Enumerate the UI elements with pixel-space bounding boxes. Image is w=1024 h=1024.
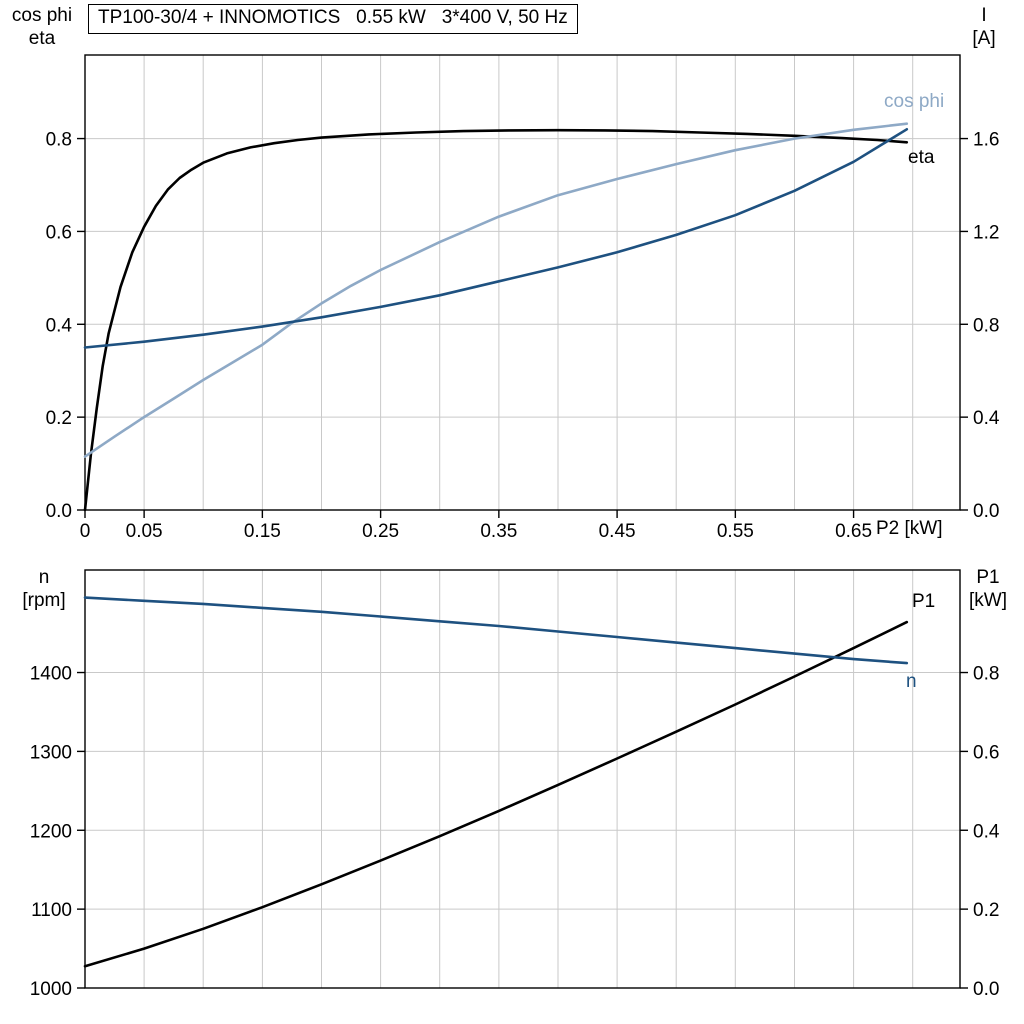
x-axis-tick-label: 0.35 (480, 521, 517, 542)
top-left-axis-title: cos phi eta (1, 4, 83, 50)
left-axis-tick-label: 1300 (30, 742, 72, 763)
curve-label-n: n (906, 671, 917, 692)
left-axis-tick-label: 1200 (30, 821, 72, 842)
left-axis-title-cosphi: cos phi (11, 5, 73, 26)
right-axis-tick-label: 1.2 (973, 222, 999, 243)
left-axis-tick-label: 0.8 (46, 130, 72, 151)
right-axis-title-p1: P1 (976, 567, 1000, 588)
left-axis-title-speed: n (38, 567, 50, 588)
curve-cos-phi (83, 122, 909, 458)
x-axis-tick-label: 0.25 (362, 521, 399, 542)
x-axis-tick-label: 0.05 (126, 521, 163, 542)
chart-title: TP100-30/4 + INNOMOTICS 0.55 kW 3*400 V,… (88, 4, 578, 34)
curve-I (83, 128, 909, 349)
right-axis-tick-label: 0.6 (973, 742, 999, 763)
curve-label-eta: eta (908, 147, 935, 168)
x-axis-tick-label: 0 (80, 521, 91, 542)
right-axis-tick-label: 0.0 (973, 979, 999, 1000)
right-axis-tick-label: 0.8 (973, 315, 999, 336)
plot-border (84, 569, 961, 989)
left-axis-title-eta: eta (28, 28, 56, 49)
chart-plot-1: 1000 1100 1200 1300 1400 0.0 0.2 0.4 0.6 0.8 (30, 569, 1000, 1000)
right-axis-tick-label: 1.6 (973, 130, 999, 151)
x-axis-tick-label: 0.45 (599, 521, 636, 542)
left-axis-tick-label: 0.2 (46, 408, 72, 429)
right-axis-title-p1-unit: [kW] (969, 590, 1007, 611)
left-axis-tick-label: 0.4 (46, 315, 73, 336)
right-axis-tick-label: 0.8 (973, 664, 999, 685)
curve-P1 (83, 620, 909, 968)
x-axis-tick-label: 0.15 (244, 521, 281, 542)
x-axis-label: P2 [kW] (876, 518, 943, 539)
left-axis-tick-label: 0.6 (46, 222, 72, 243)
plot-border (84, 54, 961, 511)
x-axis-tick-label: 0.55 (717, 521, 754, 542)
curve-label-p1: P1 (912, 591, 936, 612)
bottom-left-axis-title: n [rpm] (2, 566, 86, 612)
curve-n (83, 596, 909, 665)
x-axis-tick-label: 0.65 (835, 521, 872, 542)
left-axis-tick-label: 1400 (30, 664, 72, 685)
curve-label-cos-phi: cos phi (884, 91, 945, 112)
top-right-axis-title: I [A] (950, 4, 1018, 50)
right-axis-tick-label: 0.4 (973, 821, 1000, 842)
right-axis-tick-label: 0.0 (973, 501, 999, 522)
left-axis-tick-label: 0.0 (46, 501, 72, 522)
right-axis-tick-label: 0.4 (973, 408, 1000, 429)
left-axis-tick-label: 1000 (30, 979, 72, 1000)
chart-plot-0: 0.0 0.2 0.4 0.6 0.8 0.0 0.4 0.8 1.2 1.6 0 0.05 0.15 0… (46, 54, 1000, 542)
bottom-right-axis-title: P1 [kW] (954, 566, 1022, 612)
right-axis-title-current: I (981, 5, 987, 26)
curve-eta (83, 128, 909, 512)
right-axis-tick-label: 0.2 (973, 900, 999, 921)
left-axis-tick-label: 1100 (31, 900, 72, 921)
right-axis-title-current-unit: [A] (972, 28, 996, 49)
left-axis-title-speed-unit: [rpm] (22, 590, 66, 611)
